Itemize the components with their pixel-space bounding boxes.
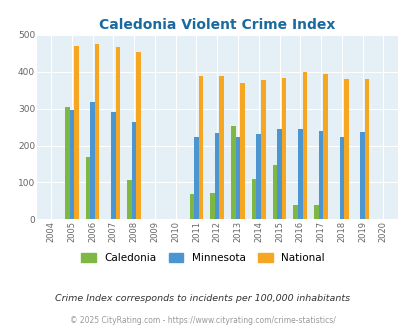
- Bar: [219, 77, 224, 219]
- Bar: [322, 74, 327, 219]
- Bar: [277, 129, 281, 219]
- Bar: [189, 194, 194, 219]
- Bar: [240, 83, 244, 219]
- Bar: [230, 126, 235, 219]
- Bar: [85, 157, 90, 219]
- Bar: [272, 165, 277, 219]
- Legend: Caledonia, Minnesota, National: Caledonia, Minnesota, National: [77, 249, 328, 267]
- Bar: [364, 80, 369, 219]
- Bar: [95, 44, 99, 219]
- Bar: [251, 179, 256, 219]
- Bar: [256, 134, 260, 219]
- Bar: [297, 129, 302, 219]
- Text: Crime Index corresponds to incidents per 100,000 inhabitants: Crime Index corresponds to incidents per…: [55, 294, 350, 303]
- Bar: [90, 102, 95, 219]
- Bar: [115, 47, 120, 219]
- Bar: [136, 52, 141, 219]
- Bar: [302, 72, 306, 219]
- Bar: [293, 205, 297, 219]
- Bar: [210, 193, 214, 219]
- Bar: [69, 110, 74, 219]
- Bar: [127, 180, 132, 219]
- Bar: [132, 122, 136, 219]
- Bar: [74, 46, 79, 219]
- Bar: [313, 205, 318, 219]
- Bar: [198, 77, 203, 219]
- Bar: [194, 137, 198, 219]
- Text: © 2025 CityRating.com - https://www.cityrating.com/crime-statistics/: © 2025 CityRating.com - https://www.city…: [70, 316, 335, 325]
- Bar: [260, 81, 265, 219]
- Bar: [111, 112, 115, 219]
- Bar: [235, 137, 240, 219]
- Bar: [339, 137, 343, 219]
- Bar: [343, 79, 348, 219]
- Bar: [214, 133, 219, 219]
- Bar: [65, 107, 69, 219]
- Title: Caledonia Violent Crime Index: Caledonia Violent Crime Index: [99, 18, 335, 32]
- Bar: [318, 131, 322, 219]
- Bar: [281, 78, 286, 219]
- Bar: [359, 132, 364, 219]
